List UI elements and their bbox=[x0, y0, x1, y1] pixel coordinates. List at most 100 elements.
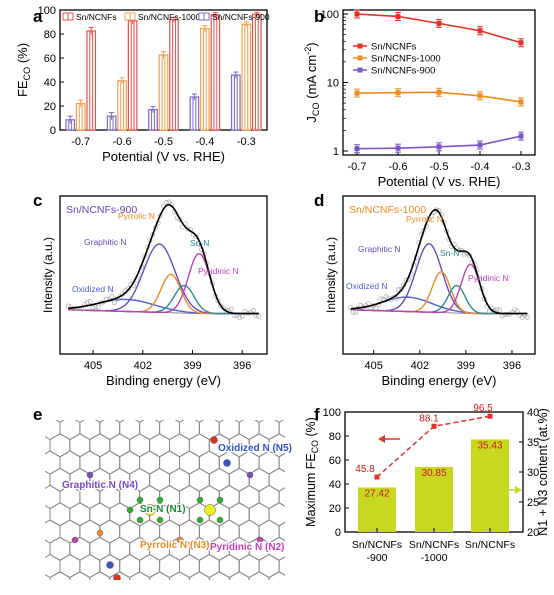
x-tick-label: -0.6 bbox=[389, 161, 408, 173]
x-tick-label: Sn/NCNFs bbox=[465, 539, 515, 551]
hexagon bbox=[248, 467, 270, 492]
legend-marker bbox=[357, 67, 363, 73]
data-point bbox=[395, 90, 401, 96]
hexagon bbox=[208, 571, 230, 580]
x-tick-label: -1000 bbox=[421, 552, 448, 564]
hexagon bbox=[188, 433, 210, 458]
y-right-tick-label: 40 bbox=[527, 407, 539, 419]
plot-frame bbox=[342, 195, 536, 355]
atom bbox=[106, 561, 114, 569]
content-bar bbox=[415, 466, 453, 532]
sample-label: Sn/NCNFs-900 bbox=[66, 204, 137, 216]
x-tick-label: -0.5 bbox=[154, 136, 173, 148]
raw-data-point bbox=[494, 306, 500, 312]
y-axis-label: FECO (%) bbox=[15, 43, 32, 97]
data-point bbox=[395, 13, 401, 19]
panel-f-combo-chart: 020406080100202530354027.42Sn/NCNFs-9003… bbox=[304, 403, 550, 564]
atom bbox=[196, 516, 204, 524]
raw-data-point bbox=[353, 309, 359, 315]
content-bar bbox=[358, 487, 396, 532]
raw-data-point bbox=[223, 308, 229, 314]
y-right-tick-label: 25 bbox=[527, 497, 539, 509]
x-axis-label: Binding energy (eV) bbox=[382, 373, 497, 388]
atom bbox=[196, 496, 204, 504]
peak-label: Pyrrolic N bbox=[406, 214, 443, 224]
fe-label: 96.5 bbox=[473, 403, 493, 414]
data-point bbox=[436, 20, 442, 26]
raw-data-point bbox=[350, 309, 356, 315]
y-axis-label: Intensity (a.u.) bbox=[41, 237, 55, 313]
atom bbox=[156, 496, 164, 504]
peak-label: Graphitic N bbox=[358, 244, 401, 254]
atom bbox=[156, 516, 164, 524]
bar bbox=[230, 74, 241, 131]
raw-data-point bbox=[509, 309, 515, 315]
y-tick-label: 40 bbox=[44, 77, 56, 89]
panel-b-line-chart: 1 10 100 -0.7 -0.6 -0.5 -0.4 -0.3 JCO (mA cm-2) P… bbox=[303, 9, 536, 189]
x-tick-label: -0.7 bbox=[348, 161, 367, 173]
raw-data-point bbox=[87, 299, 93, 304]
panel-label-d: d bbox=[314, 191, 324, 210]
lattice bbox=[45, 420, 309, 580]
hexagon bbox=[129, 571, 151, 580]
hexagon bbox=[289, 537, 309, 560]
x-tick-label: -0.3 bbox=[512, 161, 531, 173]
y-axis-label: Intensity (a.u.) bbox=[324, 237, 338, 313]
peak-label: Pyrrolic N bbox=[118, 211, 155, 221]
envelope-curve bbox=[350, 208, 528, 315]
data-point bbox=[477, 142, 483, 148]
raw-data-point bbox=[73, 306, 79, 312]
y-right-tick-label: 30 bbox=[527, 467, 539, 479]
data-point bbox=[436, 144, 442, 150]
legend-marker bbox=[357, 43, 363, 49]
panel-label-c: c bbox=[33, 191, 42, 210]
atom bbox=[216, 496, 224, 504]
hexagon bbox=[228, 571, 250, 580]
hexagon bbox=[129, 433, 151, 458]
hexagon bbox=[89, 433, 111, 458]
panel-a-bar-chart: 0 20 40 60 80 100 -0.7 -0.6 -0.5 -0.4 -0.3 FECO (%)… bbox=[15, 5, 270, 164]
structure-label: Oxidized N (N5) bbox=[218, 443, 292, 454]
hexagon bbox=[109, 571, 131, 580]
y-tick-label: 100 bbox=[38, 5, 56, 17]
raw-data-point bbox=[71, 306, 77, 312]
x-tick-label: 396 bbox=[233, 360, 251, 372]
fe-point bbox=[487, 413, 493, 419]
panel-c-xps-spectrum: 405 402 399 396 Sn/NCNFs-900 Oxidized N Graphi… bbox=[41, 195, 268, 388]
raw-data-point bbox=[237, 315, 243, 321]
content-label: 30.85 bbox=[421, 468, 446, 479]
y-tick-label: 1 bbox=[333, 146, 339, 158]
x-tick-label: -0.4 bbox=[471, 161, 490, 173]
y-tick-label: 0 bbox=[335, 527, 341, 539]
atom bbox=[86, 471, 94, 479]
bar bbox=[169, 19, 179, 131]
hexagon bbox=[208, 467, 230, 492]
plot-frame bbox=[59, 195, 268, 355]
y-tick-label: 20 bbox=[44, 101, 56, 113]
x-tick-label: 402 bbox=[134, 360, 152, 372]
atom bbox=[256, 536, 264, 544]
fe-point bbox=[431, 423, 437, 429]
fe-point bbox=[374, 474, 380, 480]
panel-e-structure-diagram: Oxidized N (N5) Graphitic N (N4) Sn-N (N1)… bbox=[45, 420, 309, 580]
raw-data-point bbox=[378, 296, 384, 302]
hexagon bbox=[109, 536, 131, 561]
plot-frame bbox=[342, 9, 536, 156]
data-point bbox=[518, 99, 524, 105]
envelope-curve bbox=[68, 203, 259, 315]
hexagon bbox=[169, 467, 190, 492]
y-right-axis-label: N1 + N3 content (at.%) bbox=[536, 408, 550, 536]
hexagon bbox=[89, 502, 111, 527]
hexagon bbox=[248, 571, 270, 580]
content-label: 27.42 bbox=[364, 488, 389, 499]
raw-data-point bbox=[112, 300, 117, 306]
legend-label: Sn/NCNFs bbox=[76, 12, 117, 22]
data-point bbox=[436, 89, 442, 95]
x-axis-label: Potential (V vs. RHE) bbox=[102, 149, 225, 164]
raw-data-point bbox=[512, 307, 518, 313]
bar bbox=[148, 108, 158, 131]
hexagon bbox=[248, 502, 270, 527]
hexagon bbox=[149, 571, 170, 580]
atom bbox=[71, 536, 79, 544]
